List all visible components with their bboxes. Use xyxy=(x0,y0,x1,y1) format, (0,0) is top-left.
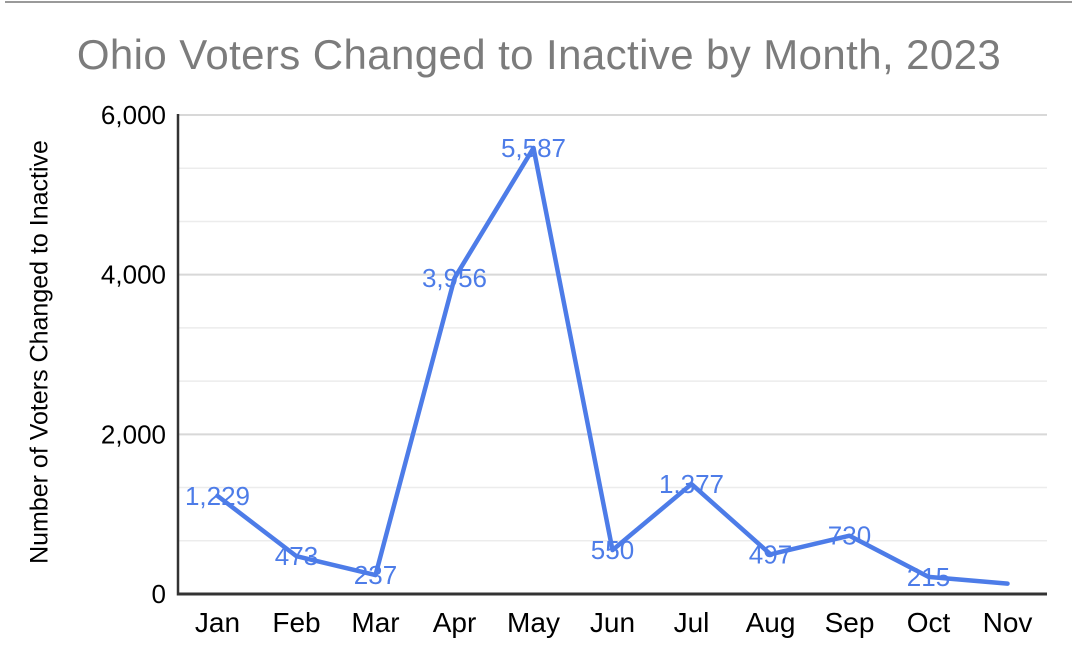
y-tick-label: 4,000 xyxy=(101,260,166,290)
data-point-label: 473 xyxy=(275,541,318,571)
x-tick-label: Sep xyxy=(825,607,875,638)
data-point-label: 497 xyxy=(749,539,792,569)
x-tick-label: Jun xyxy=(590,607,635,638)
data-point-label: 3,956 xyxy=(422,263,487,293)
x-tick-label: Jan xyxy=(195,607,240,638)
x-tick-label: May xyxy=(507,607,560,638)
data-point-label: 550 xyxy=(591,535,634,565)
x-tick-label: Aug xyxy=(746,607,796,638)
data-point-label: 215 xyxy=(907,562,950,592)
data-point-label: 1,377 xyxy=(659,469,724,499)
window-top-border xyxy=(5,1,1072,3)
chart-title: Ohio Voters Changed to Inactive by Month… xyxy=(76,31,1002,78)
data-point-label: 237 xyxy=(354,560,397,590)
x-tick-label: Oct xyxy=(907,607,951,638)
y-tick-label: 6,000 xyxy=(101,100,166,130)
y-tick-label: 2,000 xyxy=(101,419,166,449)
x-tick-label: Nov xyxy=(983,607,1033,638)
x-tick-label: Apr xyxy=(433,607,477,638)
data-point-label: 5,587 xyxy=(501,133,566,163)
y-tick-label: 0 xyxy=(152,579,166,609)
data-point-label: 1,229 xyxy=(185,481,250,511)
x-tick-label: Feb xyxy=(272,607,320,638)
series-line xyxy=(215,145,1010,586)
x-tick-label: Mar xyxy=(351,607,399,638)
x-tick-label: Jul xyxy=(674,607,710,638)
data-point-label: 730 xyxy=(828,521,871,551)
